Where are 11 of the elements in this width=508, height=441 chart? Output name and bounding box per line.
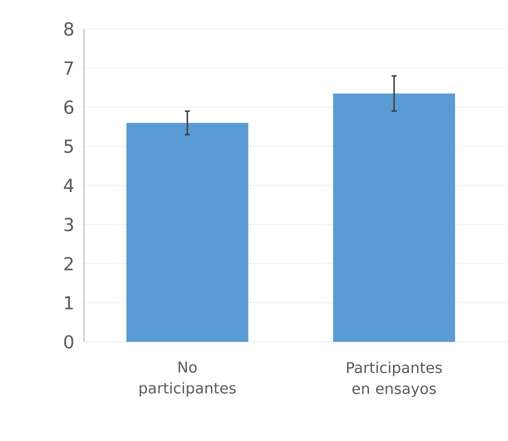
y-tick-label: 2 xyxy=(64,257,73,270)
x-tick-label: No participantes xyxy=(140,362,236,397)
x-tick-label: Participantes en ensayos xyxy=(347,362,442,398)
y-tick-label: 6 xyxy=(64,100,74,114)
y-tick-label: 4 xyxy=(64,178,74,192)
y-tick-label: 3 xyxy=(64,218,74,232)
y-tick-label: 1 xyxy=(65,296,73,310)
y-tick-label: 8 xyxy=(64,22,74,36)
y-tick-label: 0 xyxy=(64,335,74,349)
y-tick-label: 5 xyxy=(64,140,73,154)
y-tick-label: 7 xyxy=(64,62,73,75)
